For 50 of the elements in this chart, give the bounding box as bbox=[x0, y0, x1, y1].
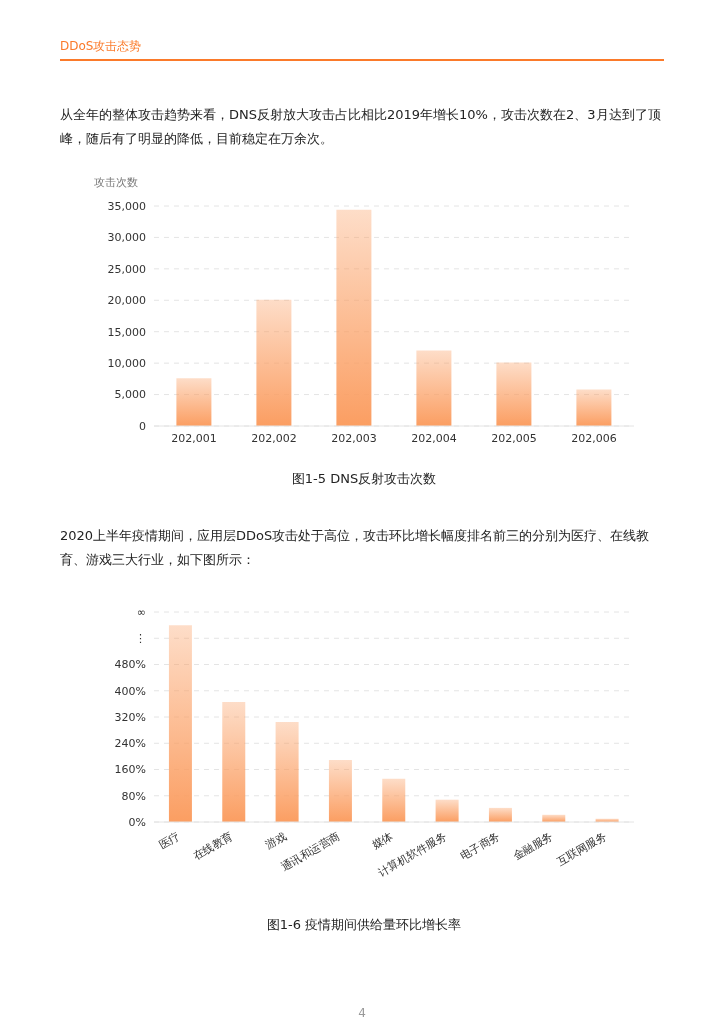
y-tick-label: 35,000 bbox=[107, 199, 146, 213]
text: DDoS攻击态势 bbox=[60, 38, 664, 61]
x-tick-label: 医疗 bbox=[156, 829, 183, 852]
x-tick-label: 202,005 bbox=[491, 431, 537, 445]
bar bbox=[176, 378, 212, 426]
text: 图1-5 DNS反射攻击次数 bbox=[290, 470, 438, 488]
y-tick-label: 160% bbox=[114, 763, 146, 777]
x-tick-label: 在线教育 bbox=[190, 829, 236, 863]
x-tick-label: 202,001 bbox=[171, 431, 217, 445]
y-tick-label: 400% bbox=[114, 684, 146, 698]
x-tick-label: 202,006 bbox=[571, 431, 617, 445]
y-tick-label: 240% bbox=[114, 737, 146, 751]
x-tick-label: 202,003 bbox=[331, 431, 377, 445]
y-tick-label: 30,000 bbox=[107, 231, 146, 245]
bar bbox=[275, 721, 299, 822]
bar bbox=[328, 759, 352, 822]
x-tick-label: 202,004 bbox=[411, 431, 457, 445]
x-tick-label: 游戏 bbox=[263, 829, 289, 852]
x-tick-label: 电子商务 bbox=[457, 829, 503, 863]
y-tick-label: 10,000 bbox=[107, 357, 146, 371]
bar bbox=[488, 807, 512, 822]
bar bbox=[435, 799, 459, 822]
bar bbox=[496, 362, 532, 426]
y-tick-label: 15,000 bbox=[107, 325, 146, 339]
x-tick-label: 202,002 bbox=[251, 431, 297, 445]
y-axis-title: 攻击次数 bbox=[94, 175, 139, 190]
text: 4 bbox=[357, 1006, 367, 1020]
bar bbox=[576, 389, 612, 426]
y-tick-label: 20,000 bbox=[107, 294, 146, 308]
y-tick-label: 0 bbox=[139, 419, 146, 433]
y-tick-label: 320% bbox=[114, 710, 146, 724]
x-tick-label: 金融服务 bbox=[510, 829, 556, 863]
text: 图1-6 疫情期间供给量环比增长率 bbox=[265, 916, 463, 934]
y-tick-label: 480% bbox=[114, 658, 146, 672]
y-tick-label: 5,000 bbox=[114, 388, 146, 402]
x-tick-label: 媒体 bbox=[369, 829, 396, 852]
bar bbox=[416, 350, 452, 426]
text: 从全年的整体攻击趋势来看，DNS反射放大攻击占比相比2019年增长10%，攻击次数在2、3月达到了顶峰，随后有了明显的降低，目前稳定在万余次。 bbox=[60, 106, 662, 148]
bar bbox=[168, 625, 192, 822]
x-tick-label: 互联网服务 bbox=[554, 829, 609, 869]
y-tick-label: ⋮ bbox=[135, 632, 146, 646]
y-tick-label: 25,000 bbox=[107, 262, 146, 276]
bar bbox=[222, 701, 246, 822]
text: 2020上半年疫情期间，应用层DDoS攻击处于高位，攻击环比增长幅度排名前三的分别为医疗、在线教育、游戏三大行业，如下图所示： bbox=[60, 527, 651, 569]
bar bbox=[336, 209, 372, 426]
y-tick-label: 0% bbox=[128, 815, 146, 829]
bar bbox=[256, 299, 292, 426]
y-tick-label: ∞ bbox=[136, 605, 146, 619]
bar bbox=[382, 778, 406, 822]
y-tick-label: 80% bbox=[121, 789, 146, 803]
